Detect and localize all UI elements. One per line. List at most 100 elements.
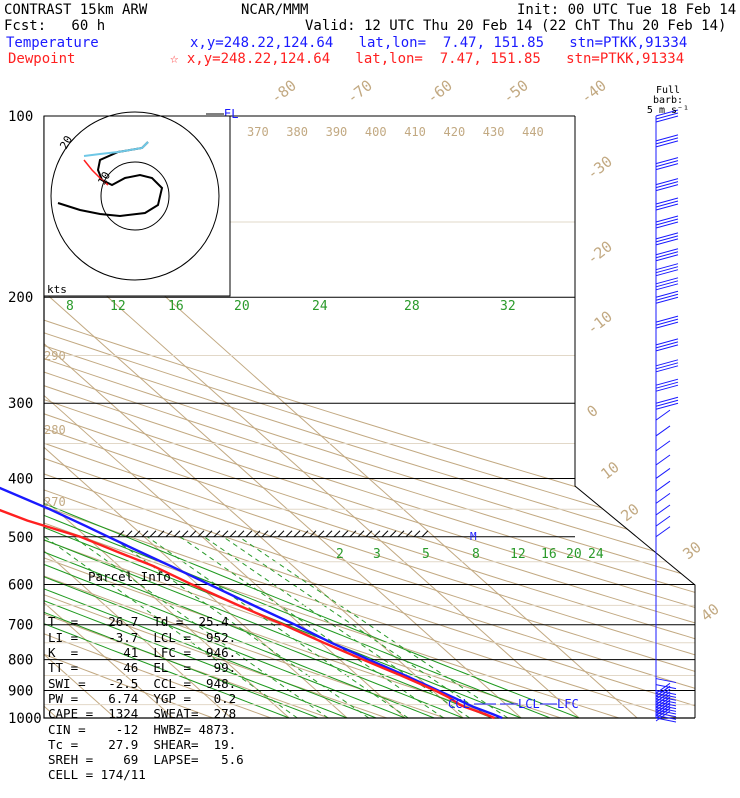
mixing-ratio-label-upper: 16: [168, 299, 184, 314]
parcel-row: CIN = -12 HWBZ= 4873.: [48, 721, 237, 737]
dry-adiabat-line: [44, 116, 695, 718]
hodograph-low-trace: [83, 159, 109, 186]
barb-legend: Full barb: 5 m s⁻¹: [640, 86, 696, 116]
freezing-level-hatch: [197, 530, 205, 538]
freezing-level-hatch: [405, 530, 413, 538]
theta-label: 400: [365, 125, 387, 139]
wind-barb: [655, 157, 679, 165]
wind-barb: [655, 714, 677, 720]
isotherm-label: -50: [499, 76, 531, 107]
freezing-level-hatch: [237, 530, 245, 538]
theta-label: 390: [326, 125, 348, 139]
dry-adiabat-line: [44, 116, 695, 718]
wind-barb: [655, 492, 671, 504]
wind-barb: [655, 197, 679, 205]
wind-barb: [655, 691, 671, 703]
parcel-row: Tc = 27.9 SHEAR= 19.: [48, 736, 237, 752]
dry-adiabat-line: [44, 116, 695, 718]
freezing-level-hatch: [133, 530, 141, 538]
freezing-level-hatch: [213, 530, 221, 538]
dry-adiabat-line: [44, 116, 695, 718]
hodograph-ring-outer: [50, 111, 220, 281]
dry-adiabat-line: [44, 116, 695, 718]
freezing-level-hatch: [389, 530, 397, 538]
isotherm-label: 30: [679, 538, 704, 563]
wind-barb: [655, 685, 671, 697]
wind-barb: [655, 396, 679, 404]
dry-adiabat-line: [44, 116, 248, 718]
parcel-row: LI = -3.7 LCL = 952.: [48, 629, 237, 645]
dewpoint-legend: Dewpoint: [8, 51, 76, 67]
freezing-level-hatch: [421, 530, 429, 538]
wind-barb: [655, 688, 671, 700]
isotherm-line: [44, 116, 464, 718]
wind-barb: [655, 321, 679, 329]
wind-barb: [655, 283, 679, 291]
wind-barb: [655, 468, 671, 479]
wind-barb: [655, 296, 679, 304]
wind-barb: [655, 362, 679, 370]
freezing-level-hatch: [157, 530, 165, 538]
wind-barb: [655, 704, 677, 710]
wind-barb: [655, 697, 671, 708]
freezing-level-hatch: [205, 530, 213, 538]
dry-adiabat-line: [44, 116, 695, 718]
wind-barb: [655, 238, 679, 246]
moist-adiabat-line: [44, 296, 348, 718]
theta-label: 370: [247, 125, 269, 139]
freezing-level-hatch: [181, 530, 189, 538]
pressure-tick-label: 300: [8, 396, 33, 412]
parcel-row: SWI = -2.5 CCL = 948.: [48, 675, 237, 691]
dry-adiabat-line: [44, 116, 542, 718]
wind-barb: [655, 684, 677, 690]
freezing-level-hatch: [357, 530, 365, 538]
wind-barb: [655, 399, 679, 407]
wind-barb: [655, 290, 679, 298]
lfc-label: LFC: [557, 697, 579, 711]
wind-barb: [655, 378, 679, 386]
freezing-level-hatch: [125, 530, 133, 538]
freezing-level-hatch: [149, 530, 157, 538]
isotherm-label: -60: [423, 76, 455, 107]
wind-barb: [655, 251, 679, 259]
freezing-level-hatch: [365, 530, 373, 538]
wind-barb: [655, 381, 679, 389]
parcel-row: K = 41 LFC = 946.: [48, 645, 237, 661]
wind-barb: [655, 203, 679, 211]
wind-barb: [655, 699, 671, 711]
theta-left-label: 270: [44, 495, 66, 509]
freezing-level-hatch: [117, 530, 125, 538]
wind-barb: [655, 692, 677, 698]
parcel-row: CAPE = 1324 SWEAT= 278: [48, 706, 237, 722]
isotherm-label: 40: [697, 600, 722, 625]
isotherm-line: [44, 116, 290, 718]
wind-barb: [655, 701, 677, 707]
parcel-row: TT = 46 EL = 99.: [48, 660, 237, 676]
wind-barb: [655, 184, 679, 192]
hodograph-box: [43, 115, 231, 297]
freezing-level-hatch: [381, 530, 389, 538]
freezing-level-hatch: [373, 530, 381, 538]
parcel-row: T = 26.7 Td = 25.4: [48, 614, 229, 630]
wind-barb: [655, 221, 679, 229]
plot-border-right: [574, 116, 696, 718]
freezing-level-hatch: [397, 530, 405, 538]
wind-barb: [655, 678, 677, 684]
theta-label: 440: [522, 125, 544, 139]
freezing-level-hatch: [413, 530, 421, 538]
mixing-ratio-label-upper: 12: [110, 299, 126, 314]
freezing-level-hatch: [141, 530, 149, 538]
isotherm-line: [44, 116, 232, 718]
pressure-tick-label: 800: [8, 653, 33, 669]
isotherm-label: 0: [583, 401, 601, 421]
theta-label: 420: [444, 125, 466, 139]
freezing-level-hatch: [277, 530, 285, 538]
mixing-ratio-line: [203, 536, 471, 718]
wind-barb: [655, 341, 679, 349]
hodograph-units-label: kts: [47, 283, 67, 296]
wind-barb: [655, 200, 679, 208]
freezing-level-hatch: [349, 530, 357, 538]
mixing-ratio-label-upper: 24: [312, 299, 328, 314]
dry-adiabat-line: [44, 116, 695, 718]
